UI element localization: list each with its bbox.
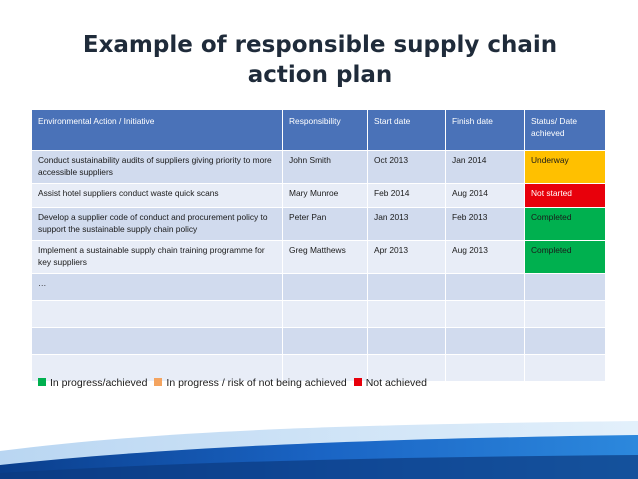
empty-cell xyxy=(31,354,283,382)
empty-cell xyxy=(282,354,368,382)
table-row: Implement a sustainable supply chain tra… xyxy=(31,240,606,274)
finish-date-cell: Jan 2014 xyxy=(445,150,525,184)
action-cell: Develop a supplier code of conduct and p… xyxy=(31,207,283,241)
legend-label: In progress / risk of not being achieved xyxy=(166,377,347,389)
status-cell: Completed xyxy=(524,240,606,274)
action-plan-table: Environmental Action / Initiative Respon… xyxy=(31,109,606,382)
finish-date-cell: Aug 2014 xyxy=(445,183,525,208)
header-action: Environmental Action / Initiative xyxy=(31,109,283,151)
empty-cell xyxy=(524,300,606,328)
empty-cell xyxy=(282,327,368,355)
start-date-cell: Feb 2014 xyxy=(367,183,446,208)
table-header-row: Environmental Action / Initiative Respon… xyxy=(31,109,606,151)
green-square-icon xyxy=(38,378,46,386)
empty-cell xyxy=(367,354,446,382)
header-finish-date: Finish date xyxy=(445,109,525,151)
action-cell: … xyxy=(31,273,283,301)
status-cell: Underway xyxy=(524,150,606,184)
table-row: Develop a supplier code of conduct and p… xyxy=(31,207,606,241)
start-date-cell: Apr 2013 xyxy=(367,240,446,274)
empty-row xyxy=(31,327,606,355)
table-row: … xyxy=(31,273,606,301)
orange-square-icon xyxy=(154,378,163,386)
start-date-cell: Oct 2013 xyxy=(367,150,446,184)
empty-cell xyxy=(445,300,525,328)
status-legend: In progress/achieved In progress / risk … xyxy=(38,377,431,389)
status-cell: Completed xyxy=(524,207,606,241)
finish-date-cell xyxy=(445,273,525,301)
header-start-date: Start date xyxy=(367,109,446,151)
empty-cell xyxy=(445,327,525,355)
finish-date-cell: Aug 2013 xyxy=(445,240,525,274)
table-row: Assist hotel suppliers conduct waste qui… xyxy=(31,183,606,208)
header-status: Status/ Date achieved xyxy=(524,109,606,151)
legend-item-not-achieved: Not achieved xyxy=(353,377,427,389)
action-cell: Implement a sustainable supply chain tra… xyxy=(31,240,283,274)
header-responsibility: Responsibility xyxy=(282,109,368,151)
red-square-icon xyxy=(353,378,362,386)
empty-cell xyxy=(367,327,446,355)
empty-cell xyxy=(524,354,606,382)
responsibility-cell xyxy=(282,273,368,301)
empty-cell xyxy=(367,300,446,328)
start-date-cell xyxy=(367,273,446,301)
empty-cell xyxy=(524,327,606,355)
empty-cell xyxy=(31,327,283,355)
legend-item-achieved: In progress/achieved xyxy=(38,377,147,389)
responsibility-cell: Mary Munroe xyxy=(282,183,368,208)
action-cell: Conduct sustainability audits of supplie… xyxy=(31,150,283,184)
legend-label: In progress/achieved xyxy=(50,377,148,389)
empty-row xyxy=(31,300,606,328)
empty-cell xyxy=(31,300,283,328)
empty-cell xyxy=(282,300,368,328)
status-cell: Not started xyxy=(524,183,606,208)
responsibility-cell: Peter Pan xyxy=(282,207,368,241)
finish-date-cell: Feb 2013 xyxy=(445,207,525,241)
table-row: Conduct sustainability audits of supplie… xyxy=(31,150,606,184)
responsibility-cell: John Smith xyxy=(282,150,368,184)
empty-row xyxy=(31,354,606,382)
responsibility-cell: Greg Matthews xyxy=(282,240,368,274)
status-cell xyxy=(524,273,606,301)
action-cell: Assist hotel suppliers conduct waste qui… xyxy=(31,183,283,208)
footer-wave-decoration xyxy=(0,421,638,479)
legend-item-at-risk: In progress / risk of not being achieved xyxy=(154,377,347,389)
start-date-cell: Jan 2013 xyxy=(367,207,446,241)
page-title: Example of responsible supply chain acti… xyxy=(82,32,558,88)
legend-label: Not achieved xyxy=(365,377,427,389)
empty-cell xyxy=(445,354,525,382)
